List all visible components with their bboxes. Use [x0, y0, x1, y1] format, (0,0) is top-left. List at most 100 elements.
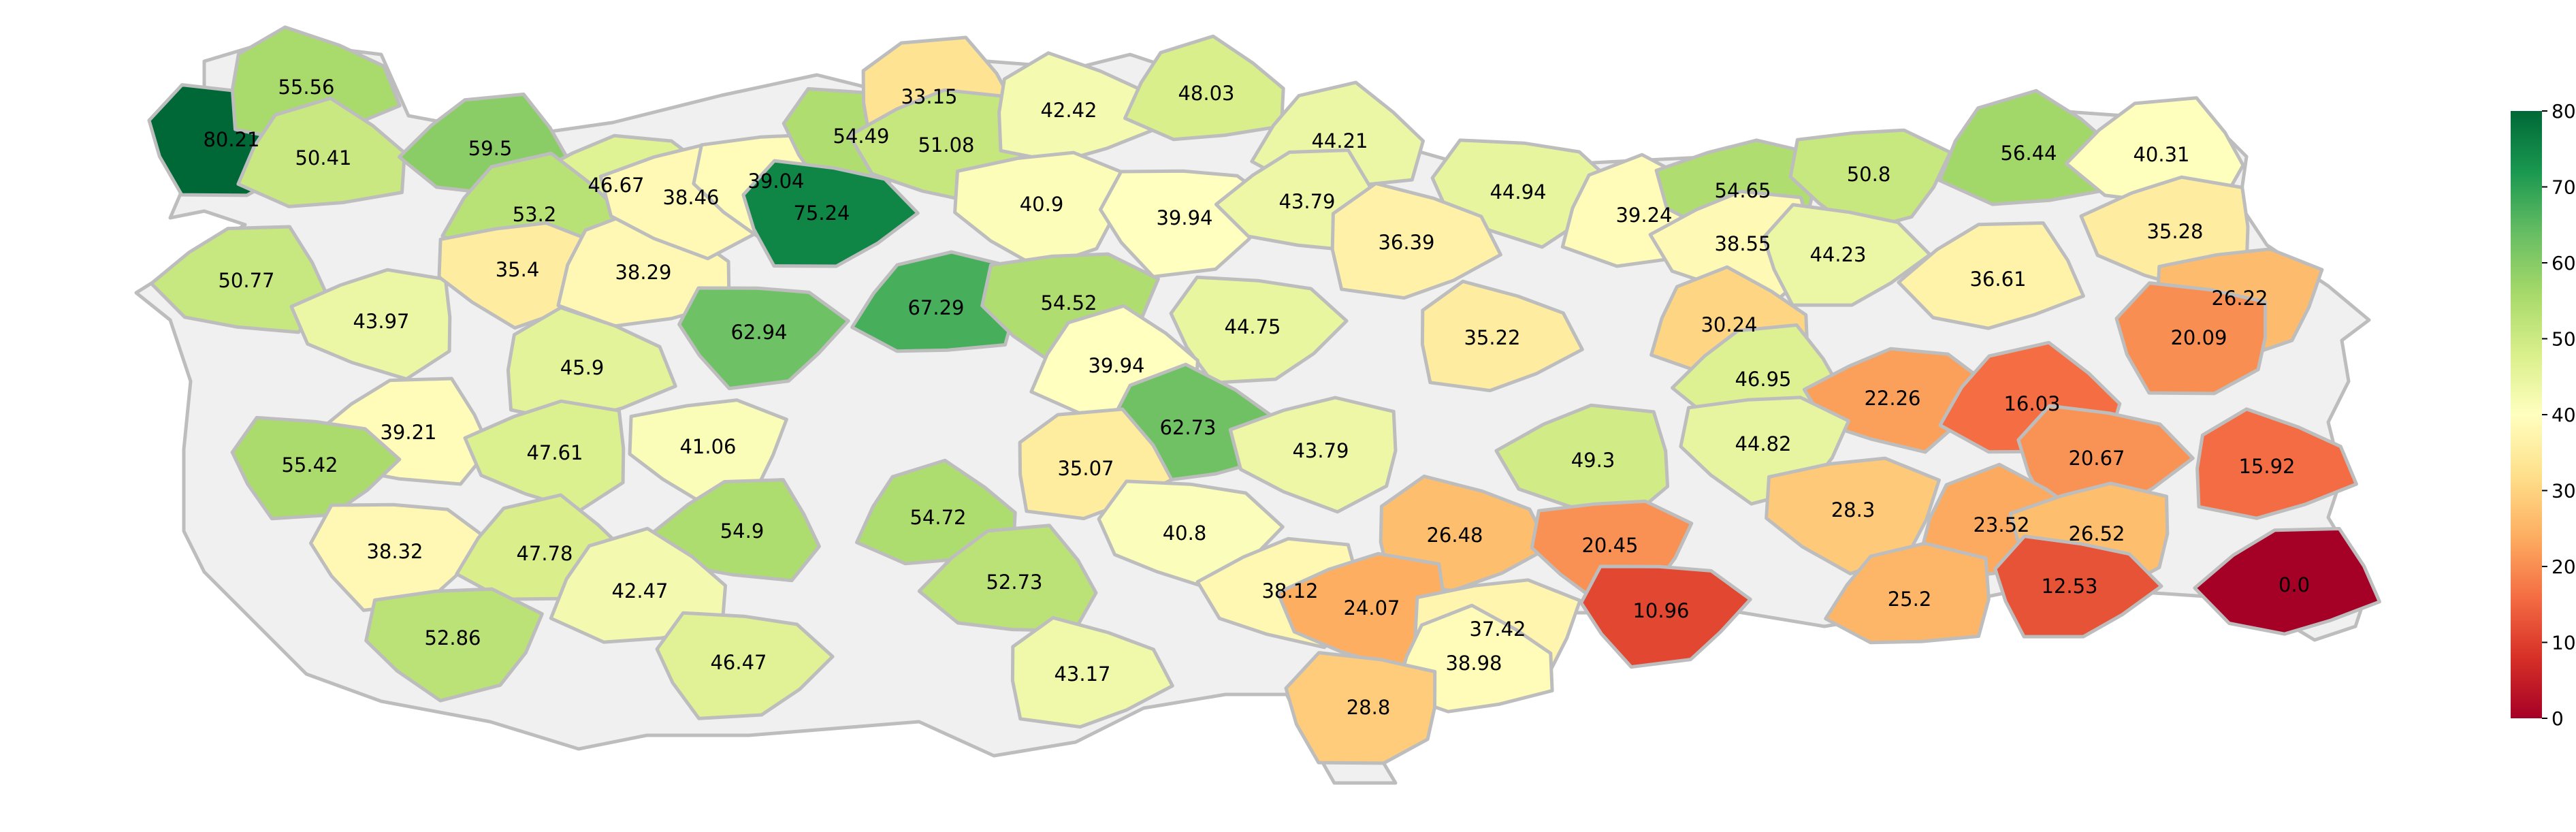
region-value-label: 38.12: [1261, 579, 1318, 603]
region-77: [655, 611, 835, 720]
region-value-label: 75.24: [793, 202, 850, 225]
region-48: [628, 398, 788, 507]
region-value-label: 35.07: [1057, 457, 1114, 480]
colorbar-tick-label: 0: [2551, 707, 2564, 730]
region-value-label: 50.8: [1847, 163, 1891, 186]
region-value-label: 80.21: [203, 128, 259, 151]
region-value-label: 47.61: [526, 441, 583, 464]
region-75: [1824, 541, 1991, 645]
region-34: [677, 286, 850, 391]
region-30: [1762, 203, 1932, 307]
region-value-label: 33.15: [901, 85, 957, 108]
region-value-label: 55.42: [281, 453, 338, 477]
region-38: [1420, 279, 1584, 393]
region-value-label: 30.24: [1701, 313, 1757, 336]
region-23: [1330, 182, 1502, 300]
region-value-label: 45.9: [560, 356, 605, 379]
region-value-label: 54.72: [909, 506, 966, 529]
region-52: [230, 415, 402, 521]
region-58: [1765, 456, 1941, 576]
region-value-label: 40.9: [1020, 193, 1064, 216]
region-17: [1123, 34, 1285, 142]
region-value-label: 38.98: [1445, 652, 1502, 675]
region-value-label: 50.41: [295, 146, 351, 170]
region-74: [1579, 564, 1752, 669]
region-37: [1169, 275, 1349, 385]
region-value-label: 43.97: [353, 310, 409, 333]
region-value-label: 67.29: [907, 296, 964, 319]
region-40: [2114, 281, 2268, 396]
region-value-label: 43.17: [1054, 662, 1110, 686]
region-78: [1010, 615, 1174, 729]
colorbar-gradient: [2511, 111, 2542, 718]
region-value-label: 35.22: [1464, 326, 1520, 349]
region-value-label: 39.04: [747, 170, 804, 193]
region-50: [1228, 396, 1398, 514]
region-value-label: 46.95: [1735, 368, 1791, 391]
region-15: [741, 159, 920, 268]
region-value-label: 26.48: [1426, 524, 1483, 547]
colorbar-tick-label: 30: [2551, 480, 2576, 502]
region-value-label: 38.29: [615, 261, 671, 284]
region-value-label: 59.5: [468, 137, 513, 160]
region-57: [855, 458, 1017, 566]
region-80: [1284, 651, 1437, 765]
region-2: [236, 96, 406, 208]
region-value-label: 28.8: [1347, 696, 1391, 719]
region-56: [2195, 407, 2358, 520]
region-value-label: 36.39: [1378, 231, 1434, 254]
region-value-label: 55.56: [278, 76, 334, 99]
region-value-label: 26.22: [2211, 287, 2268, 310]
region-value-label: 20.67: [2068, 447, 2125, 470]
region-54: [1494, 403, 1670, 521]
region-value-label: 38.32: [366, 540, 423, 563]
region-value-label: 26.52: [2068, 522, 2125, 545]
labels-layer: 80.21 55.56 50.41 59.5 46.67 53.2 50.77 43.97 35…: [203, 76, 2310, 719]
region-76: [364, 587, 544, 703]
region-35: [850, 250, 1017, 353]
colorbar-tick-label: 80: [2551, 100, 2576, 123]
colorbar-tick-label: 40: [2551, 404, 2576, 426]
region-value-label: 54.49: [833, 125, 889, 148]
region-value-label: 44.82: [1735, 432, 1791, 455]
colorbar-tick-label: 20: [2551, 556, 2576, 578]
region-value-label: 42.47: [611, 579, 668, 603]
region-value-label: 22.26: [1864, 387, 1920, 410]
region-value-label: 0.0: [2279, 573, 2310, 596]
colorbar-tick-label: 70: [2551, 176, 2576, 199]
region-value-label: 46.47: [710, 651, 767, 674]
colorbar-tick-label: 60: [2551, 252, 2576, 274]
region-value-label: 44.75: [1224, 315, 1281, 338]
region-value-label: 46.67: [587, 174, 644, 197]
region-value-label: 23.52: [1973, 513, 2029, 537]
region-value-label: 39.24: [1615, 204, 1672, 227]
colorbar-tick-label: 10: [2551, 632, 2576, 654]
region-value-label: 39.21: [380, 421, 436, 444]
region-7: [289, 268, 452, 381]
region-value-label: 28.3: [1831, 498, 1875, 522]
region-value-label: 24.07: [1343, 596, 1400, 620]
region-value-label: 20.09: [2170, 326, 2227, 349]
region-value-label: 35.28: [2146, 220, 2203, 243]
region-value-label: 16.03: [2003, 392, 2060, 415]
region-value-label: 44.21: [1311, 129, 1368, 153]
region-value-label: 41.06: [679, 435, 736, 458]
region-value-label: 62.94: [730, 321, 787, 344]
region-value-label: 12.53: [2041, 575, 2097, 598]
region-value-label: 54.9: [720, 519, 764, 543]
region-value-label: 44.94: [1490, 180, 1546, 204]
region-value-label: 47.78: [516, 542, 573, 565]
region-value-label: 54.52: [1040, 291, 1097, 315]
region-value-label: 20.45: [1581, 534, 1638, 557]
region-value-label: 54.65: [1714, 179, 1771, 202]
region-value-label: 39.94: [1088, 354, 1144, 377]
region-value-label: 51.08: [918, 133, 974, 157]
region-value-label: 52.86: [424, 626, 481, 650]
region-value-label: 44.23: [1809, 243, 1866, 266]
region-value-label: 43.79: [1292, 439, 1349, 462]
region-68: [917, 524, 1098, 633]
colorbar: 0 10 20 30 40 50 60 70 80: [2511, 100, 2576, 730]
region-value-label: 15.92: [2238, 455, 2295, 478]
